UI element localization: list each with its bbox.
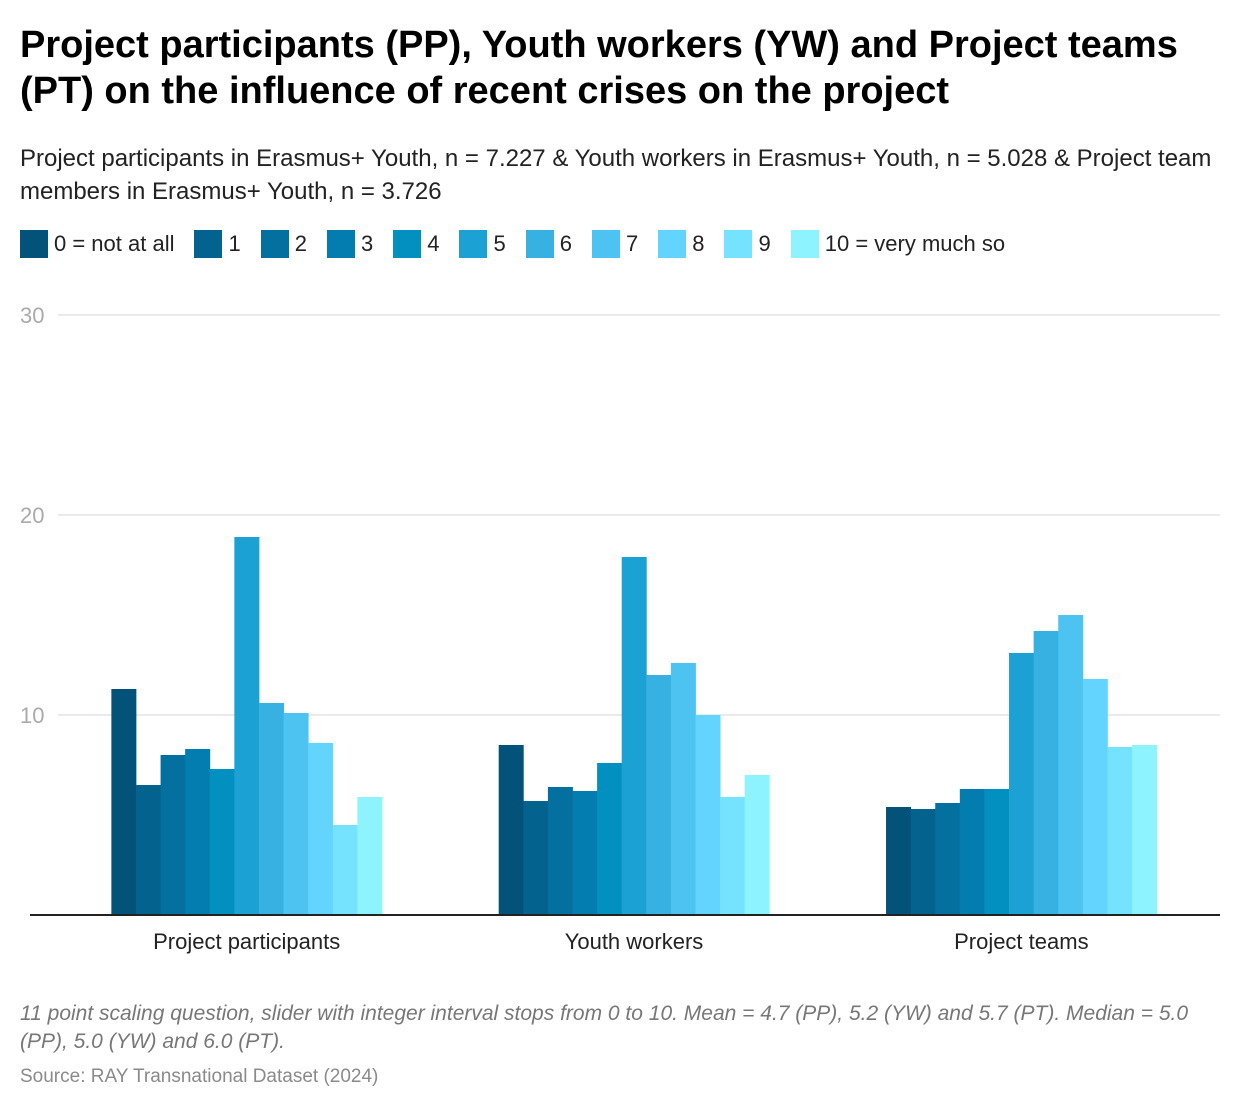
bar: [935, 803, 961, 915]
bar: [135, 785, 161, 915]
legend-item[interactable]: 5: [459, 230, 506, 258]
bar: [597, 763, 623, 915]
legend-swatch: [20, 230, 48, 258]
bar: [160, 755, 186, 915]
bar: [234, 537, 260, 915]
bar: [332, 825, 358, 915]
legend-swatch: [459, 230, 488, 258]
legend-label: 1: [228, 231, 241, 256]
bar: [886, 807, 912, 915]
legend-label: 0 = not at all: [54, 231, 175, 256]
legend-label: 5: [493, 231, 506, 256]
bar: [572, 791, 598, 915]
chart-source: Source: RAY Transnational Dataset (2024): [20, 1066, 379, 1087]
bar: [209, 769, 235, 915]
x-tick-label: Project participants: [153, 929, 340, 954]
legend-item[interactable]: 1: [194, 230, 241, 258]
bar: [258, 703, 284, 915]
legend-item[interactable]: 0 = not at all: [20, 230, 174, 258]
legend-label: 9: [758, 231, 771, 256]
legend-swatch: [326, 230, 355, 258]
legend-label: 10 = very much so: [824, 231, 1006, 256]
bar: [1009, 653, 1035, 915]
chart-legend: 0 = not at all 1 2 3 4 5 6 7 8 9 10 = very much so: [20, 230, 1025, 258]
bar: [1058, 615, 1084, 915]
bar: [185, 749, 211, 915]
bar-chart: 10 20 30 Project participants Youth workers P…: [20, 303, 1220, 954]
bar: [1082, 679, 1108, 915]
bar: [1107, 747, 1133, 915]
bar: [111, 689, 137, 915]
bar: [1132, 745, 1158, 915]
bar: [984, 789, 1010, 915]
legend-item[interactable]: 9: [724, 230, 771, 258]
bar: [695, 715, 721, 915]
bar: [621, 557, 647, 915]
bar: [720, 797, 746, 915]
chart-subtitle: Project participants in Erasmus+ Youth, …: [20, 145, 1212, 205]
legend-item[interactable]: 8: [658, 230, 704, 258]
legend-item[interactable]: 7: [591, 230, 639, 258]
chart-title: Project participants (PP), Youth workers…: [20, 24, 1178, 112]
legend-label: 8: [692, 231, 705, 256]
legend-item[interactable]: 6: [525, 230, 572, 258]
legend-swatch: [790, 230, 819, 258]
legend-item[interactable]: 10 = very much so: [790, 230, 1006, 258]
legend-swatch: [194, 230, 223, 258]
legend-item[interactable]: 3: [326, 230, 374, 258]
bar: [308, 743, 334, 915]
bar: [547, 787, 573, 915]
legend-swatch: [260, 230, 289, 258]
bar: [910, 809, 936, 915]
legend-swatch: [393, 230, 422, 258]
legend-item[interactable]: 2: [260, 230, 307, 258]
legend-label: 6: [559, 231, 572, 256]
bar: [283, 713, 309, 915]
bar: [523, 801, 549, 915]
legend-label: 3: [360, 231, 374, 256]
legend-swatch: [724, 230, 753, 258]
x-tick-label: Youth workers: [565, 929, 704, 954]
legend-item[interactable]: 4: [393, 230, 439, 258]
legend-swatch: [591, 230, 620, 258]
bar: [959, 789, 985, 915]
bar: [670, 663, 696, 915]
bar: [646, 675, 672, 915]
y-tick-label: 30: [20, 303, 44, 328]
bar: [1033, 631, 1059, 915]
legend-swatch: [658, 230, 687, 258]
legend-swatch: [525, 230, 554, 258]
bar: [498, 745, 524, 915]
x-tick-label: Project teams: [954, 929, 1089, 954]
legend-label: 7: [625, 231, 639, 256]
y-tick-label: 10: [20, 703, 44, 728]
bar: [744, 775, 770, 915]
legend-label: 4: [427, 231, 440, 256]
chart-notes: 11 point scaling question, slider with i…: [20, 1002, 1189, 1053]
y-tick-label: 20: [20, 503, 44, 528]
legend-label: 2: [294, 231, 307, 256]
bar: [357, 797, 383, 915]
